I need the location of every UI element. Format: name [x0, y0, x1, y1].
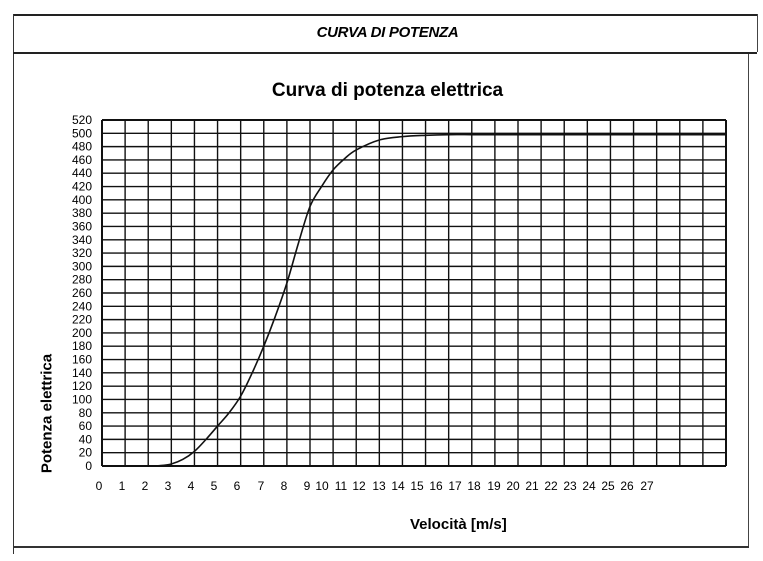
- y-tick-label: 0: [85, 459, 92, 473]
- x-tick-label: 2: [142, 479, 149, 493]
- y-tick-label: 220: [72, 313, 92, 327]
- x-tick-label: 16: [429, 479, 443, 493]
- x-tick-label: 8: [281, 479, 288, 493]
- y-tick-label: 460: [72, 153, 92, 167]
- x-tick-label: 1: [119, 479, 126, 493]
- y-tick-label: 500: [72, 126, 92, 140]
- y-tick-label: 400: [72, 193, 92, 207]
- frame-right-border: [757, 14, 758, 52]
- y-tick-label: 340: [72, 233, 92, 247]
- y-tick-label: 100: [72, 392, 92, 406]
- x-tick-label: 17: [448, 479, 462, 493]
- x-tick-label: 25: [601, 479, 615, 493]
- x-tick-label: 12: [352, 479, 366, 493]
- y-tick-label: 120: [72, 379, 92, 393]
- x-tick-label: 22: [544, 479, 558, 493]
- x-tick-label: 15: [410, 479, 424, 493]
- x-tick-label: 13: [372, 479, 386, 493]
- x-tick-label: 19: [487, 479, 501, 493]
- frame-bottom-border: [13, 546, 749, 548]
- y-tick-label: 380: [72, 206, 92, 220]
- frame-left-border: [13, 14, 14, 554]
- y-axis-ticks: 0204060801001201401601802002202402602803…: [72, 113, 92, 473]
- x-tick-label: 18: [467, 479, 481, 493]
- y-tick-label: 480: [72, 140, 92, 154]
- x-tick-label: 9: [304, 479, 311, 493]
- frame-top-border: [13, 14, 757, 16]
- y-tick-label: 180: [72, 339, 92, 353]
- x-tick-label: 20: [506, 479, 520, 493]
- y-tick-label: 60: [79, 419, 93, 433]
- x-axis-label: Velocità [m/s]: [410, 516, 507, 533]
- x-tick-label: 26: [620, 479, 634, 493]
- x-tick-label: 7: [258, 479, 265, 493]
- y-tick-label: 300: [72, 259, 92, 273]
- y-tick-label: 80: [79, 406, 93, 420]
- x-tick-label: 21: [525, 479, 539, 493]
- y-tick-label: 360: [72, 219, 92, 233]
- y-tick-label: 440: [72, 166, 92, 180]
- x-tick-label: 10: [315, 479, 329, 493]
- y-tick-label: 520: [72, 113, 92, 127]
- section-title: CURVA DI POTENZA: [316, 24, 459, 41]
- header-separator: [13, 52, 757, 54]
- x-axis-ticks: 0 1 2 3 4 5 6 7 8 9 10 11 12 13 14 15 16 17 18 19 20 21 22 23 24…: [96, 479, 654, 493]
- x-tick-label: 27: [640, 479, 654, 493]
- frame-right-border-lower: [748, 52, 749, 546]
- x-tick-label: 0: [96, 479, 103, 493]
- y-tick-label: 160: [72, 353, 92, 367]
- x-tick-label: 14: [391, 479, 405, 493]
- x-tick-label: 24: [582, 479, 596, 493]
- y-tick-label: 420: [72, 180, 92, 194]
- y-tick-label: 280: [72, 273, 92, 287]
- x-tick-label: 23: [563, 479, 577, 493]
- x-tick-label: 11: [335, 479, 348, 493]
- y-tick-label: 140: [72, 366, 92, 380]
- y-tick-label: 320: [72, 246, 92, 260]
- x-tick-label: 6: [234, 479, 241, 493]
- y-tick-label: 260: [72, 286, 92, 300]
- power-curve-line: [102, 133, 726, 467]
- y-tick-label: 200: [72, 326, 92, 340]
- x-tick-label: 4: [188, 479, 195, 493]
- y-tick-label: 240: [72, 299, 92, 313]
- y-tick-label: 40: [79, 432, 93, 446]
- x-tick-label: 5: [211, 479, 218, 493]
- x-tick-label: 3: [165, 479, 172, 493]
- chart-grid: [101, 119, 727, 467]
- chart-title: Curva di potenza elettrica: [271, 80, 504, 101]
- y-tick-label: 20: [79, 446, 93, 460]
